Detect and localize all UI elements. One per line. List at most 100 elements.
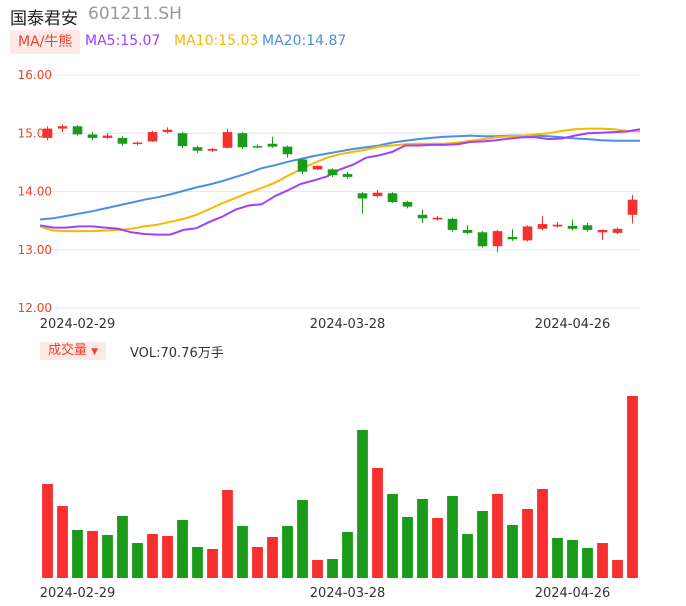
volume-bar <box>372 468 383 578</box>
x-tick-label: 2024-04-26 <box>535 317 611 332</box>
caret-down-icon: ▼ <box>91 347 99 357</box>
candle-body <box>582 225 593 230</box>
volume-bar <box>342 532 353 578</box>
volume-bar <box>87 531 98 578</box>
ma20-line <box>39 134 640 221</box>
volume-bar <box>327 559 338 578</box>
stock-code: 601211.SH <box>88 4 182 24</box>
volume-bar <box>237 526 248 578</box>
candle-body <box>207 148 218 151</box>
candle-body <box>327 169 338 176</box>
candle-body <box>162 129 173 133</box>
y-tick-label: 14.00 <box>18 185 52 199</box>
candle-body <box>87 134 98 138</box>
volume-bar <box>477 511 488 578</box>
volume-bar <box>462 534 473 578</box>
volume-x-tick-label: 2024-04-26 <box>535 586 611 601</box>
candle-body <box>552 224 563 227</box>
candle-body <box>387 193 398 202</box>
volume-bar <box>402 517 413 578</box>
volume-bar <box>552 538 563 578</box>
volume-bar <box>612 560 623 578</box>
candle-body <box>507 236 518 240</box>
volume-x-tick-label: 2024-02-29 <box>40 586 116 601</box>
candle-body <box>57 126 68 129</box>
candle-body <box>597 229 608 233</box>
volume-bar <box>432 518 443 578</box>
volume-bar <box>492 494 503 578</box>
ma-toggle-button[interactable]: MA/牛熊 <box>10 30 81 54</box>
volume-bar <box>132 543 143 578</box>
volume-bar <box>567 540 578 578</box>
candle-body <box>492 231 503 247</box>
volume-bar <box>627 396 638 578</box>
candle-body <box>357 193 368 199</box>
volume-bar <box>312 560 323 578</box>
volume-bar <box>162 536 173 578</box>
candle-body <box>312 165 323 170</box>
candle-body <box>432 217 443 220</box>
candle-body <box>372 192 383 197</box>
ma10-line <box>39 127 641 233</box>
volume-bar <box>447 496 458 578</box>
volume-indicator-button[interactable]: 成交量 ▼ <box>40 342 107 360</box>
candle-body <box>282 146 293 155</box>
volume-bar <box>252 547 263 578</box>
x-tick-label: 2024-02-29 <box>40 317 116 332</box>
candle-body <box>417 214 428 219</box>
y-tick-label: 13.00 <box>18 243 52 257</box>
candle-body <box>627 199 638 215</box>
volume-bar <box>192 547 203 578</box>
candle-body <box>237 133 248 148</box>
candle-body <box>342 174 353 177</box>
volume-bar <box>417 499 428 578</box>
volume-bar <box>222 490 233 578</box>
volume-bar <box>582 548 593 578</box>
volume-bar <box>522 509 533 578</box>
volume-button-label: 成交量 <box>48 343 88 358</box>
candle-body <box>297 159 308 172</box>
volume-bar <box>507 525 518 578</box>
candle-body <box>537 224 548 229</box>
x-tick-label: 2024-03-28 <box>310 317 386 332</box>
candle-body <box>612 228 623 233</box>
volume-bar <box>177 520 188 578</box>
candle-body <box>42 128 53 138</box>
volume-bar <box>297 500 308 578</box>
volume-bar <box>42 484 53 578</box>
candle-body <box>222 132 233 148</box>
volume-x-tick-label: 2024-03-28 <box>310 586 386 601</box>
volume-bar <box>117 516 128 578</box>
candle-body <box>522 226 533 241</box>
ma10-value: MA10:15.03 <box>174 33 259 49</box>
volume-bar <box>267 537 278 578</box>
volume-bar <box>57 506 68 578</box>
ma5-value: MA5:15.07 <box>85 33 161 49</box>
volume-bar <box>72 530 83 578</box>
volume-bar <box>147 534 158 578</box>
candle-body <box>447 218 458 230</box>
ma5-line <box>39 128 641 236</box>
candle-body <box>402 201 413 207</box>
volume-bar <box>282 526 293 578</box>
volume-bar <box>357 430 368 578</box>
volume-bar <box>207 549 218 578</box>
ma20-value: MA20:14.87 <box>262 33 347 49</box>
stock-name: 国泰君安 <box>10 9 78 29</box>
candle-body <box>72 126 83 135</box>
candle-body <box>567 225 578 229</box>
candle-body <box>147 132 158 142</box>
y-tick-label: 12.00 <box>18 301 52 315</box>
volume-bar <box>597 543 608 578</box>
volume-bar <box>537 489 548 578</box>
candle-body <box>192 147 203 151</box>
y-tick-label: 16.00 <box>18 68 52 82</box>
candle-body <box>102 135 113 138</box>
volume-bar <box>387 494 398 578</box>
candle-body <box>177 133 188 147</box>
candle-body <box>117 137 128 144</box>
volume-value: VOL:70.76万手 <box>130 346 224 361</box>
candle-body <box>252 146 263 148</box>
candle-body <box>477 232 488 247</box>
